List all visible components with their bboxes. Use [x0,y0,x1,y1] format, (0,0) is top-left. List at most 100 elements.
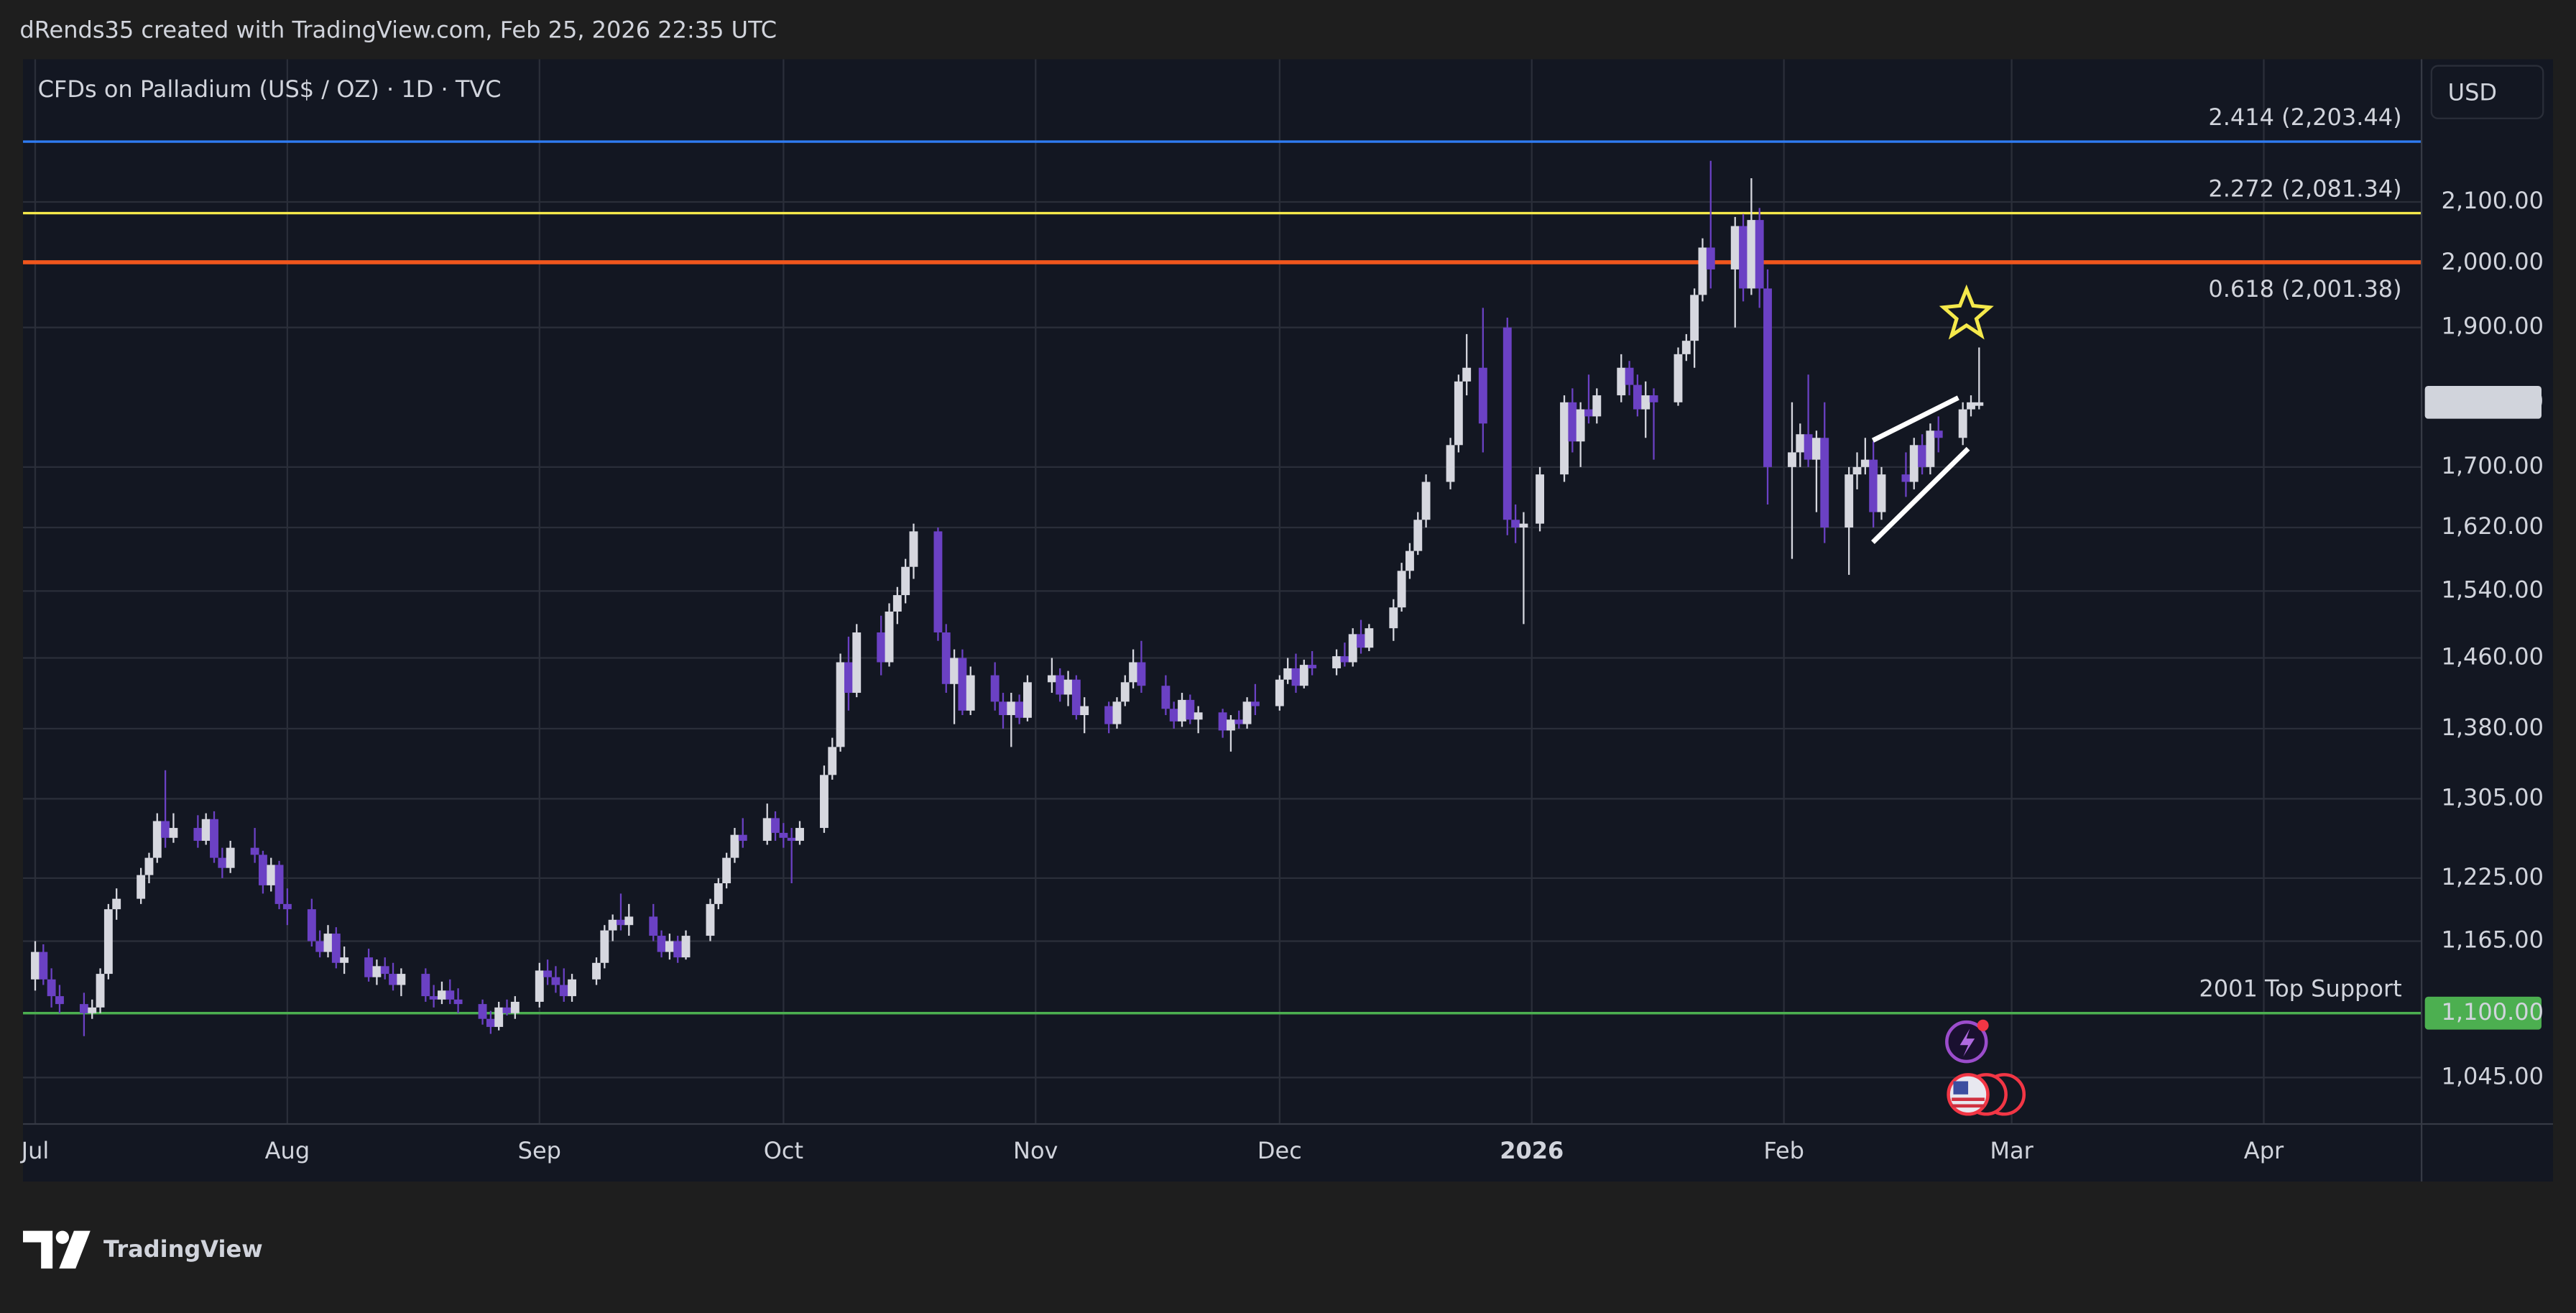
candle-body [39,952,48,980]
candle-body [1926,430,1935,467]
candle-body [1706,247,1715,269]
candle-body [673,941,683,958]
logo-mark [59,1230,91,1269]
candle-body [1755,220,1764,289]
candle-body [779,832,788,838]
candle-body [1975,402,1984,406]
candle-body [706,903,715,936]
candle-body [1332,656,1342,668]
candle-body [990,675,1000,702]
candle-body [1730,226,1740,269]
candle-body [1649,395,1658,402]
candle-body [88,1007,97,1013]
candle-body [1869,459,1878,512]
x-tick-label: Oct [764,1137,803,1164]
y-tick-label: 1,165.00 [2442,926,2544,954]
candle-body [1186,699,1195,720]
candle-body [315,941,325,952]
candle-body [1234,719,1244,724]
candle-body [144,857,154,875]
logo-mark [55,1230,70,1244]
candle-body [446,990,455,1000]
candle-body [1275,679,1284,706]
candle-body [103,909,113,975]
candle-body [1161,686,1171,709]
candle-body [999,701,1007,716]
brand-logo [23,1230,91,1269]
candle-body [844,662,853,694]
candle-body [372,966,382,977]
candle-body [828,747,837,775]
candle-body [1958,409,1967,438]
candle-body [1405,550,1414,571]
candle-body [1918,445,1927,467]
candle-body [137,875,146,899]
candle-body [600,930,609,963]
candle-body [1462,367,1472,382]
candle-body [282,903,292,910]
candle-body [226,847,235,868]
candle-body [274,865,284,904]
candle-body [331,934,341,963]
star [1939,284,1994,340]
candle-body [1169,709,1178,722]
candle-body [787,837,796,841]
x-tick-label: 2026 [1500,1137,1564,1164]
candle-body [1584,409,1593,417]
candle-body [714,883,723,904]
candle-body [1934,430,1943,438]
candle-body [1536,474,1545,524]
candle-body [1633,384,1642,410]
candle-body [389,974,397,985]
candle-body [909,531,918,567]
candle-body [193,828,203,841]
levels [23,140,2422,1015]
flag-canton [1953,1081,1969,1095]
y-tick-label: 1,460.00 [2442,643,2544,671]
candle-body [1063,679,1073,695]
candle-body [502,1007,512,1013]
candles [31,160,1984,1036]
candle-body [1242,701,1252,724]
candle-body [1804,434,1813,460]
candle-body [486,1018,495,1027]
candle-body [429,996,438,1000]
candle-body [1104,706,1114,724]
candle-body [1763,288,1772,467]
candle-body [364,957,374,977]
x-tick-label: Sep [518,1137,561,1164]
candle-body [1283,668,1293,680]
header-caption: dRends35 created with TradingView.com, F… [19,17,777,44]
candle-body [1877,474,1886,512]
last-price-label: 1,790.00 [2442,387,2544,415]
candle-body [1617,367,1626,396]
candle-body [665,941,674,952]
candle-body [1739,226,1748,289]
price-axis: 2,100.00 2,000.00 1,900.00 1,700.00 1,620.00… [2424,187,2544,1089]
y-tick-label: 1,540.00 [2442,576,2544,603]
candle-body [1511,520,1520,527]
candle-body [762,818,772,841]
candle-body [1389,607,1398,629]
candle-body [901,566,910,596]
candle-body [1194,712,1203,720]
candle-body [649,916,658,936]
candle-body [112,898,121,910]
candle-body [258,854,267,885]
candle-body [152,821,162,858]
candle-body [1357,634,1365,648]
candle-body [1250,701,1260,706]
currency-box[interactable] [2430,65,2544,119]
time-axis: Jul Aug Sep Oct Nov Dec 2026 Feb Mar Apr [20,1137,2284,1164]
level-label: 2001 Top Support [2199,975,2401,1003]
candle-body [478,1004,487,1019]
candle-body [494,1007,504,1027]
candle-body [820,775,828,829]
candle-body [1478,367,1487,424]
candle-body [1120,682,1130,702]
x-tick-label: Aug [265,1137,310,1164]
candle-body [1218,712,1227,731]
currency: USD [2448,78,2497,106]
y-tick-label: 1,700.00 [2442,452,2544,479]
